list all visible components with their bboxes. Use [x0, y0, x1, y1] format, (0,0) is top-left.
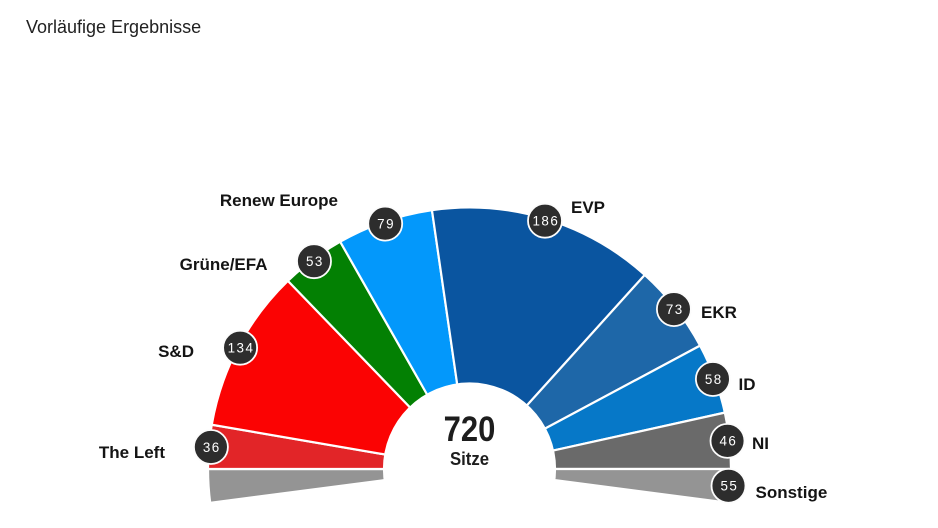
svg-text:53: 53 — [306, 254, 324, 269]
svg-text:79: 79 — [377, 216, 395, 231]
svg-text:55: 55 — [720, 479, 738, 494]
svg-text:186: 186 — [532, 214, 559, 229]
svg-text:58: 58 — [705, 372, 723, 387]
svg-text:36: 36 — [203, 440, 221, 455]
svg-text:73: 73 — [666, 302, 684, 317]
svg-text:134: 134 — [228, 341, 255, 356]
svg-text:46: 46 — [719, 434, 737, 449]
